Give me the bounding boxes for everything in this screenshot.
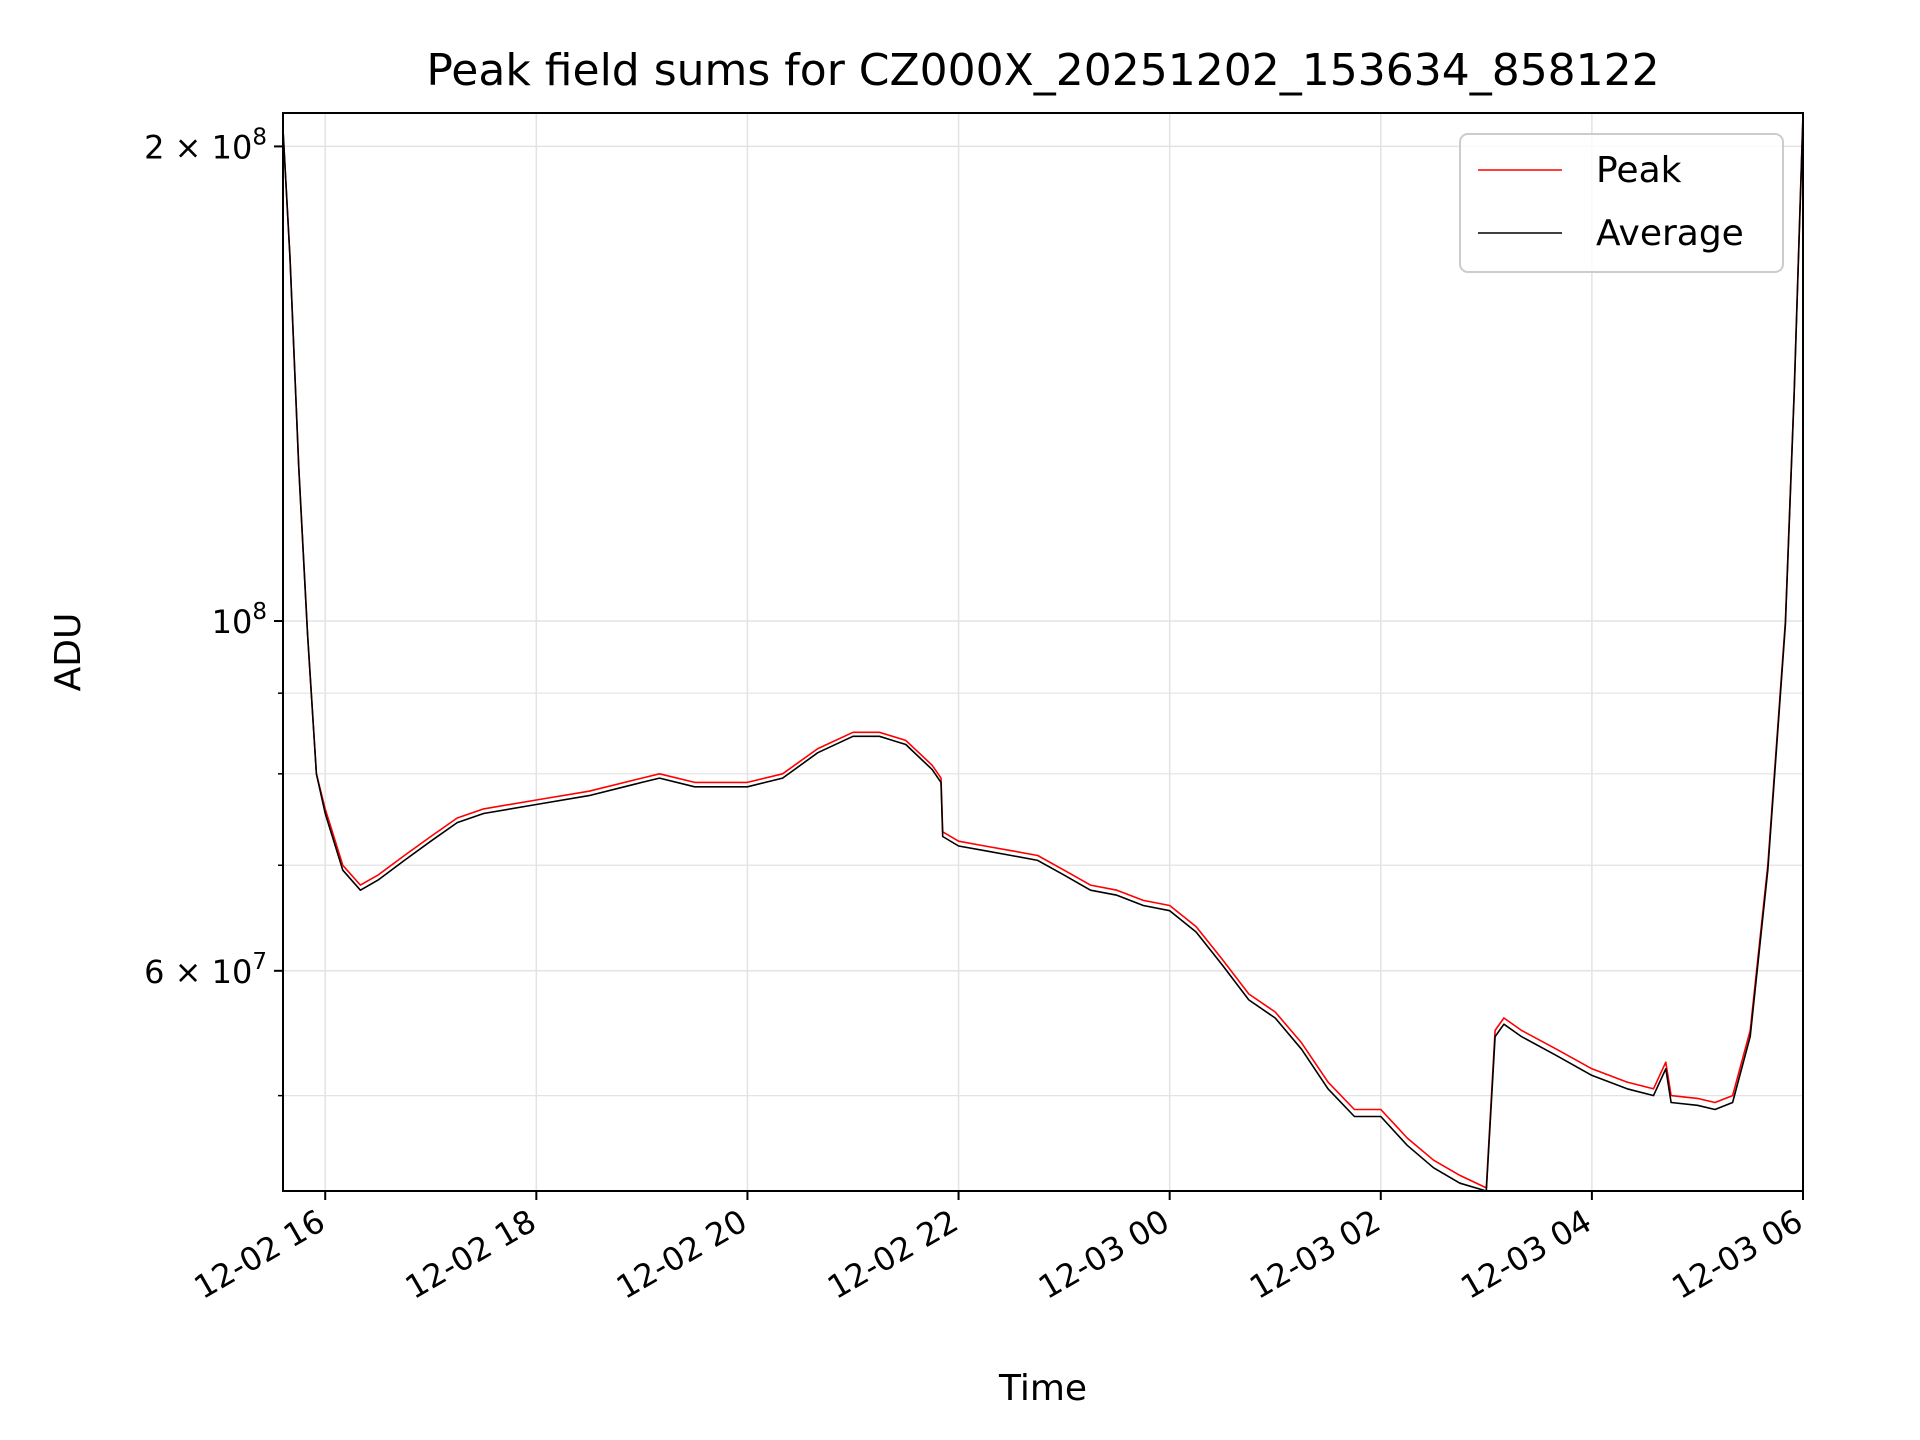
x-axis-label: Time — [998, 1368, 1087, 1409]
legend-label-average: Average — [1596, 213, 1744, 254]
plot-frame — [282, 112, 1804, 1192]
series-lines — [282, 112, 1804, 1192]
chart-title: Peak field sums for CZ000X_20251202_1536… — [426, 45, 1659, 96]
legend-label-peak: Peak — [1596, 150, 1682, 191]
y-tick-label: 6 × 107 — [144, 949, 267, 991]
legend: Peak Average — [1459, 133, 1784, 273]
y-tick-label: 108 — [212, 599, 267, 641]
y-axis-ticks: 2 × 108 108 6 × 107 — [144, 124, 283, 1097]
series-line-peak — [282, 112, 1804, 1189]
y-tick-label: 2 × 108 — [144, 124, 267, 166]
y-axis-label: ADU — [48, 613, 89, 692]
legend-box — [1459, 133, 1784, 273]
series-line-average — [282, 116, 1804, 1192]
